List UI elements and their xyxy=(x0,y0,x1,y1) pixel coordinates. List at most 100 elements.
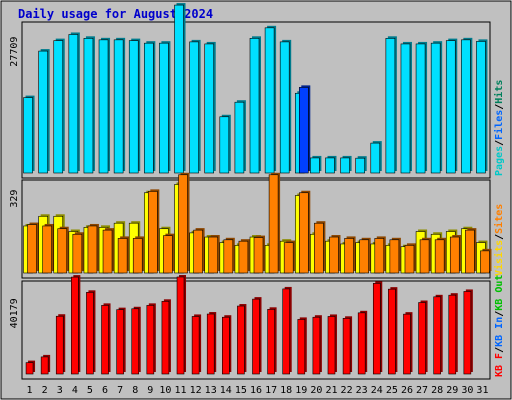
legend-sites: Sites xyxy=(493,204,505,234)
bar-sites-day-31 xyxy=(480,248,492,274)
x-tick-label: 12 xyxy=(190,385,202,396)
bar-face xyxy=(101,305,109,375)
bar-sites-day-22 xyxy=(344,236,356,274)
bar-face xyxy=(148,191,158,274)
bar-face xyxy=(433,296,441,375)
x-tick-label: 10 xyxy=(159,385,171,396)
bar-face xyxy=(415,43,426,174)
bar-hits-day-25 xyxy=(385,36,397,174)
bar-kb-f-day-28 xyxy=(433,294,443,375)
x-tick-label: 16 xyxy=(250,385,262,396)
legend-visits: Visits xyxy=(493,240,505,276)
bar-hits-day-29 xyxy=(445,38,458,174)
bar-kb-f-day-5 xyxy=(86,290,96,375)
bar-kb-f-day-10 xyxy=(161,299,171,375)
bar-sites-day-24 xyxy=(374,236,386,274)
bar-face xyxy=(86,292,94,375)
legend-separator: / xyxy=(494,140,505,146)
bar-face xyxy=(310,157,320,174)
bar-face xyxy=(113,39,124,174)
bar-kb-f-day-4 xyxy=(71,275,81,375)
x-tick-label: 11 xyxy=(174,385,186,396)
bar-face xyxy=(176,276,185,375)
x-tick-label: 21 xyxy=(325,385,337,396)
x-tick-label: 2 xyxy=(42,385,48,396)
x-tick-label: 14 xyxy=(220,385,232,396)
legend-files: Files xyxy=(493,110,505,140)
bar-face xyxy=(83,38,94,174)
legend-separator: / xyxy=(494,234,505,240)
bar-sites-day-4 xyxy=(72,232,84,274)
bar-sites-day-11 xyxy=(178,172,190,274)
x-tick-label: 30 xyxy=(461,385,473,396)
bar-face xyxy=(223,239,234,274)
bar-face xyxy=(388,288,396,375)
bar-sites-day-19 xyxy=(298,190,311,274)
bar-face xyxy=(222,316,230,375)
bar-hits-day-10 xyxy=(159,41,171,174)
bar-face xyxy=(419,239,430,274)
bar-sites-day-17 xyxy=(268,172,281,274)
bar-sites-day-15 xyxy=(238,239,250,274)
bar-face xyxy=(191,316,200,375)
bar-hits-day-5 xyxy=(83,36,95,174)
bar-face xyxy=(38,50,48,174)
bar-kb-f-day-19 xyxy=(297,317,307,375)
bar-kb-f-day-20 xyxy=(312,315,322,375)
bar-kb-f-day-2 xyxy=(40,354,51,375)
bar-face xyxy=(279,41,290,174)
x-tick-label: 9 xyxy=(147,385,153,396)
bar-face xyxy=(389,239,400,274)
bar-kb-f-day-13 xyxy=(206,312,217,375)
bar-face xyxy=(102,229,113,274)
bar-face xyxy=(329,236,339,274)
bar-face xyxy=(72,233,83,274)
x-tick-label: 20 xyxy=(310,385,322,396)
bar-face xyxy=(253,237,264,274)
bar-sites-day-5 xyxy=(87,223,99,274)
bar-hits-day-8 xyxy=(128,38,141,174)
bar-face xyxy=(249,38,260,174)
legend-pages: Pages xyxy=(494,146,505,176)
panel-visits-sites-ytick: 329 xyxy=(9,190,20,208)
bar-face xyxy=(430,42,441,174)
bar-face xyxy=(71,276,79,375)
bar-hits-day-20 xyxy=(310,155,322,174)
panel-pages-files-hits-ytick: 27709 xyxy=(9,37,20,67)
bar-kb-f-day-30 xyxy=(463,289,473,375)
bar-hits-day-17 xyxy=(264,25,277,174)
bar-hits-day-27 xyxy=(415,41,428,174)
chart-title: Daily usage for August 2024 xyxy=(18,7,213,21)
bar-sites-day-27 xyxy=(419,237,432,274)
bar-face xyxy=(264,27,275,174)
bar-sites-day-29 xyxy=(449,235,462,274)
x-tick-label: 5 xyxy=(87,385,93,396)
bar-kb-f-day-8 xyxy=(131,306,141,375)
bar-face xyxy=(325,157,335,174)
bar-face xyxy=(55,315,64,375)
bar-face xyxy=(400,43,411,174)
x-tick-label: 18 xyxy=(280,385,292,396)
bar-face xyxy=(68,34,79,174)
bar-sites-day-23 xyxy=(359,237,371,274)
bar-face xyxy=(144,42,154,174)
bar-hits-day-1 xyxy=(23,95,35,174)
bar-face xyxy=(297,319,306,375)
bar-sites-day-13 xyxy=(208,235,220,274)
bar-face xyxy=(374,238,385,274)
bar-sites-day-14 xyxy=(223,237,235,274)
bar-kb-f-day-29 xyxy=(448,293,458,375)
legend-hits: Hits xyxy=(493,80,505,104)
bar-kb-f-day-26 xyxy=(403,312,413,375)
bar-sites-day-25 xyxy=(389,237,401,274)
bar-kb-f-day-15 xyxy=(237,304,247,375)
legend-separator: / xyxy=(494,104,505,110)
bar-hits-day-15 xyxy=(234,100,246,174)
bar-sites-day-16 xyxy=(253,235,265,274)
bar-face xyxy=(359,239,369,274)
bar-face xyxy=(87,225,98,274)
bar-hits-day-22 xyxy=(340,155,352,174)
x-tick-label: 3 xyxy=(57,385,63,396)
bar-hits-day-2 xyxy=(38,49,50,174)
bar-face xyxy=(178,174,188,274)
